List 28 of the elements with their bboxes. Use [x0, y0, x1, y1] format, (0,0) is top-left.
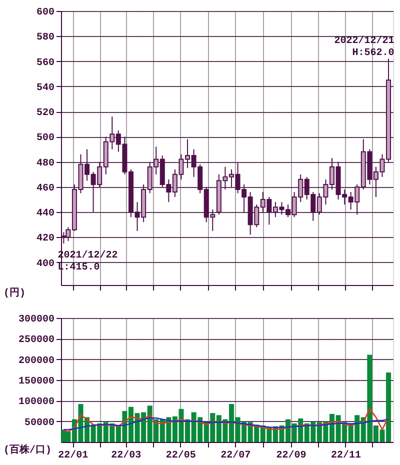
- y-tick-label: 580: [36, 32, 54, 44]
- y-tick-label: 480: [36, 158, 54, 170]
- x-tick-label: 22/03: [111, 450, 142, 462]
- y-tick-label: 150000: [18, 376, 54, 388]
- y-tick-label: 500: [36, 133, 54, 144]
- y-tick-label: 50000: [24, 418, 54, 429]
- y-tick-label: 460: [36, 183, 54, 194]
- y-tick-label: 400: [36, 258, 54, 270]
- annotation: 2022/12/21 H:562.0: [334, 34, 394, 59]
- x-tick-label: 22/05: [166, 450, 196, 462]
- x-tick-label: 22/09: [276, 450, 306, 462]
- x-tick-label: 22/11: [330, 450, 361, 462]
- y-tick-label: 560: [36, 58, 54, 69]
- y-tick-label: 420: [36, 234, 54, 245]
- y-tick-label: 600: [36, 8, 54, 18]
- line-series: [63, 408, 390, 432]
- y-tick-label: 250000: [18, 335, 54, 346]
- line-series: [63, 417, 390, 430]
- x-tick-label: 22/07: [220, 450, 251, 462]
- x-tick-label: 22/01: [58, 450, 88, 462]
- y-tick-label: 540: [36, 82, 54, 94]
- y-tick-label: 300000: [18, 314, 54, 326]
- y-tick-label: 200000: [18, 356, 54, 367]
- y-axis-title: (円): [4, 288, 26, 300]
- y-tick-label: 440: [36, 208, 54, 220]
- y-tick-label: 520: [36, 108, 54, 120]
- y-axis-title: (百株/口): [4, 444, 52, 456]
- y-tick-label: 100000: [18, 397, 54, 408]
